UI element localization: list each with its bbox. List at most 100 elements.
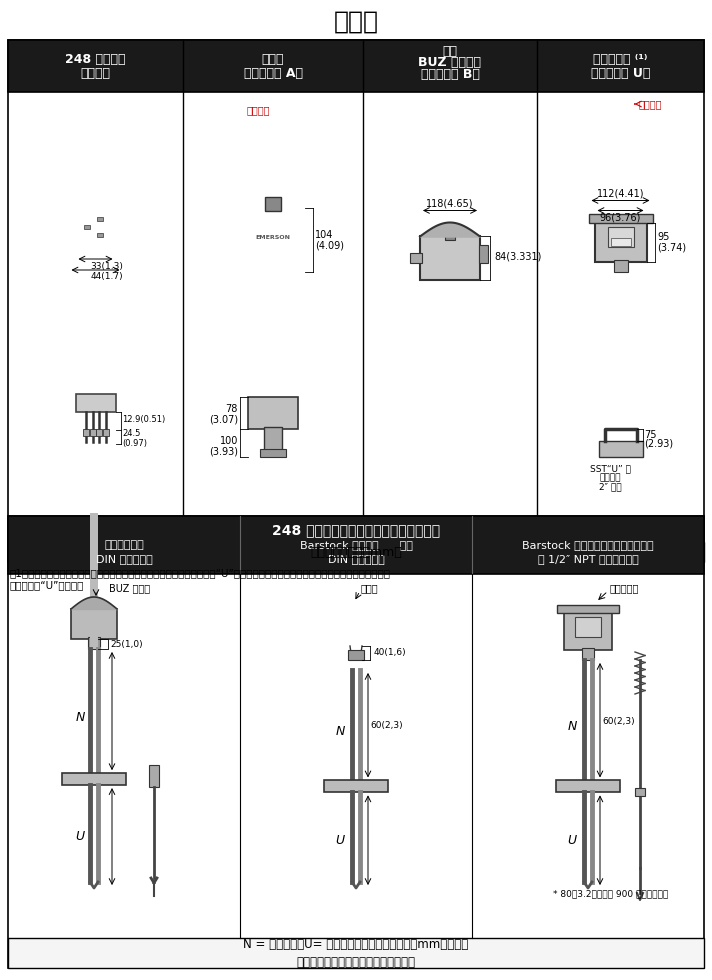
Text: （放大）: （放大） bbox=[80, 68, 110, 80]
Text: * 80（3.2）适用于 900 级及以上法兰: * 80（3.2）适用于 900 级及以上法兰 bbox=[553, 890, 668, 899]
Text: BUZ 接线盒: BUZ 接线盒 bbox=[109, 583, 150, 593]
Bar bbox=[614, 261, 627, 272]
Bar bbox=[610, 238, 631, 247]
Text: 248 型变送器: 248 型变送器 bbox=[66, 54, 126, 67]
Circle shape bbox=[614, 442, 627, 456]
Text: 也许不需要“U”形螺栓。: 也许不需要“U”形螺栓。 bbox=[10, 580, 85, 590]
Text: (3.07): (3.07) bbox=[209, 415, 238, 424]
Text: 100: 100 bbox=[219, 436, 238, 447]
Circle shape bbox=[615, 232, 626, 242]
Bar bbox=[607, 227, 634, 248]
Bar bbox=[75, 395, 115, 413]
Text: U: U bbox=[75, 830, 85, 843]
Ellipse shape bbox=[73, 236, 79, 241]
Bar bbox=[8, 542, 704, 562]
Bar bbox=[248, 398, 298, 429]
Text: 螺栓安装: 螺栓安装 bbox=[600, 473, 622, 482]
Bar bbox=[589, 215, 652, 223]
Polygon shape bbox=[350, 646, 362, 660]
Bar bbox=[149, 765, 159, 787]
Bar bbox=[557, 605, 619, 613]
Text: N = 延伸长度，U= 热套管浸入长度，尺寸单位：mm（英寸）
有关更多装置选项信息，请参见订购表: N = 延伸长度，U= 热套管浸入长度，尺寸单位：mm（英寸） 有关更多装置选项… bbox=[244, 938, 468, 968]
Text: （选项代码 U）: （选项代码 U） bbox=[591, 68, 650, 80]
Circle shape bbox=[245, 213, 301, 269]
Circle shape bbox=[583, 622, 593, 632]
Bar bbox=[83, 429, 88, 436]
Circle shape bbox=[615, 605, 623, 613]
Circle shape bbox=[342, 636, 346, 640]
Bar bbox=[8, 40, 704, 92]
Text: (4.09): (4.09) bbox=[315, 240, 344, 251]
Bar bbox=[8, 40, 704, 562]
Circle shape bbox=[366, 636, 370, 640]
Text: （选项代码 A）: （选项代码 A） bbox=[244, 68, 303, 80]
Circle shape bbox=[342, 612, 346, 616]
Bar bbox=[582, 648, 594, 660]
Bar bbox=[8, 938, 704, 968]
Bar bbox=[420, 236, 480, 280]
Bar bbox=[71, 609, 117, 639]
Text: SST“U” 形: SST“U” 形 bbox=[590, 465, 631, 473]
Circle shape bbox=[285, 394, 291, 401]
Text: 33(1.3): 33(1.3) bbox=[90, 262, 123, 270]
Bar bbox=[90, 513, 98, 649]
Bar bbox=[564, 608, 612, 650]
Text: （1）如果订购的传感器没有装配至外壳，每个通用接线盒应在装运时配备“U”形螺栓。然而，由于接线盒可与传感器进行一体化安装，: （1）如果订购的传感器没有装配至外壳，每个通用接线盒应在装运时配备“U”形螺栓。… bbox=[10, 568, 391, 578]
Bar bbox=[8, 516, 704, 574]
Circle shape bbox=[271, 265, 276, 270]
Bar bbox=[556, 780, 620, 793]
Text: 78: 78 bbox=[226, 405, 238, 415]
Ellipse shape bbox=[112, 236, 119, 241]
Bar bbox=[264, 427, 282, 452]
Bar bbox=[88, 637, 100, 649]
Bar bbox=[635, 788, 645, 797]
Circle shape bbox=[585, 216, 592, 223]
Bar bbox=[348, 650, 364, 660]
Circle shape bbox=[294, 224, 299, 229]
Text: 尺寸单位：英寸（mm）: 尺寸单位：英寸（mm） bbox=[310, 546, 402, 559]
Text: (2.93): (2.93) bbox=[644, 439, 674, 449]
Text: 104: 104 bbox=[315, 230, 333, 240]
Text: 尺寸图: 尺寸图 bbox=[333, 10, 379, 34]
Text: Barstock 热套管、接头联接延伸件，
和 1/2″ NPT 压簧式传感器: Barstock 热套管、接头联接延伸件， 和 1/2″ NPT 压簧式传感器 bbox=[522, 540, 654, 563]
Text: 通用接线盒 ⁽¹⁾: 通用接线盒 ⁽¹⁾ bbox=[593, 54, 648, 67]
Circle shape bbox=[336, 606, 376, 646]
Text: U: U bbox=[335, 834, 345, 847]
Text: 认证标牌: 认证标牌 bbox=[246, 105, 270, 115]
Bar bbox=[103, 429, 108, 436]
Text: 通用接线盒: 通用接线盒 bbox=[610, 583, 639, 593]
Ellipse shape bbox=[93, 247, 98, 254]
Circle shape bbox=[366, 612, 370, 616]
Bar bbox=[410, 254, 422, 264]
Ellipse shape bbox=[93, 201, 98, 208]
Text: 接线盒: 接线盒 bbox=[361, 583, 379, 593]
Text: EMERSON: EMERSON bbox=[256, 235, 290, 240]
Bar bbox=[95, 429, 102, 436]
Bar bbox=[83, 225, 90, 229]
Circle shape bbox=[270, 394, 276, 401]
Text: BUZ 型接线盒: BUZ 型接线盒 bbox=[419, 57, 481, 70]
Circle shape bbox=[107, 224, 112, 229]
Circle shape bbox=[86, 213, 91, 218]
Bar bbox=[62, 773, 126, 785]
Bar bbox=[595, 219, 646, 263]
Ellipse shape bbox=[73, 213, 79, 219]
Text: 75: 75 bbox=[644, 430, 657, 440]
Bar bbox=[8, 516, 704, 968]
Circle shape bbox=[553, 605, 561, 613]
Text: (3.74): (3.74) bbox=[657, 242, 686, 253]
Text: （选项代码 B）: （选项代码 B） bbox=[421, 69, 479, 81]
Text: 12.9(0.51): 12.9(0.51) bbox=[122, 415, 166, 424]
Text: 25(1,0): 25(1,0) bbox=[110, 640, 142, 649]
Circle shape bbox=[88, 220, 103, 234]
Text: 60(2,3): 60(2,3) bbox=[370, 720, 402, 730]
Text: 60(2,3): 60(2,3) bbox=[602, 716, 634, 726]
Bar bbox=[90, 429, 95, 436]
Bar bbox=[324, 780, 388, 793]
Bar bbox=[97, 233, 103, 237]
Text: 84(3.331): 84(3.331) bbox=[494, 252, 541, 262]
Circle shape bbox=[241, 209, 305, 272]
Text: 24.5
(0.97): 24.5 (0.97) bbox=[122, 429, 147, 448]
Text: 96(3.76): 96(3.76) bbox=[600, 213, 642, 222]
Text: N: N bbox=[567, 719, 577, 733]
